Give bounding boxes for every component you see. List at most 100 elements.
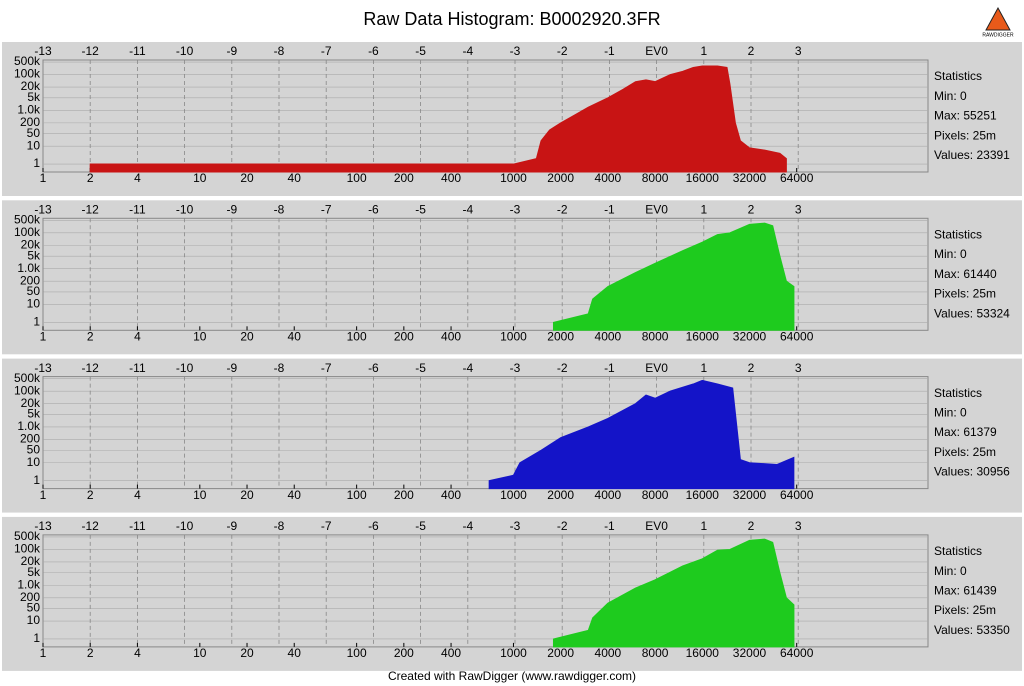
x-tick-label: 20 [240,646,254,660]
x2-tick-label: 2 [748,519,755,533]
y-tick-label: 200 [20,590,40,604]
x2-tick-label: EV0 [645,44,668,58]
x2-tick-label: -11 [129,202,146,216]
x2-tick-label: -9 [226,202,237,216]
x2-tick-label: -8 [274,202,285,216]
x2-tick-label: -1 [604,44,615,58]
x-tick-label: 40 [288,329,302,343]
x2-tick-label: -12 [82,519,100,533]
x-tick-label: 100 [347,329,367,343]
x2-tick-label: 1 [700,519,707,533]
plot-area [42,534,929,648]
x-tick-label: 100 [347,646,367,660]
y-tick-label: 100k [14,542,41,556]
x2-tick-label: -2 [557,361,568,375]
stats-line: Max: 61439 [934,583,997,597]
x-tick-label: 32000 [733,646,767,660]
x-tick-label: 10 [193,646,207,660]
y-tick-label: 1 [33,631,40,645]
y-tick-label: 1 [33,473,40,487]
x-tick-label: 4000 [595,488,622,502]
x2-tick-label: -13 [34,44,52,58]
y-tick-label: 50 [27,601,41,615]
x2-tick-label: -8 [274,361,285,375]
x2-tick-label: 2 [748,202,755,216]
stats-line: Max: 55251 [934,109,997,123]
x2-tick-label: -9 [226,519,237,533]
x-tick-label: 1000 [500,171,527,185]
x2-tick-label: -12 [82,361,100,375]
x-tick-label: 40 [288,646,302,660]
x2-tick-label: EV0 [645,519,668,533]
x2-tick-label: -13 [34,361,52,375]
y-tick-label: 1.0k [17,419,41,433]
x2-tick-label: -4 [462,519,473,533]
x-tick-label: 100 [347,171,367,185]
x-tick-label: 32000 [733,488,767,502]
y-tick-label: 50 [27,442,41,456]
x-tick-label: 2 [87,171,94,185]
x2-tick-label: -2 [557,202,568,216]
x-tick-label: 64000 [780,488,814,502]
x2-tick-label: -2 [557,519,568,533]
x-tick-label: 1000 [500,329,527,343]
logo-text: RAWDIGGER [982,32,1014,38]
y-tick-label: 200 [20,273,40,287]
plot-area [42,59,929,173]
x2-tick-label: -1 [604,519,615,533]
x-tick-label: 2 [87,329,94,343]
x2-tick-label: -5 [415,519,426,533]
x-tick-label: 1 [40,488,47,502]
y-tick-label: 1.0k [17,577,41,591]
y-tick-label: 10 [27,138,41,152]
y-tick-label: 20k [21,238,41,252]
x2-tick-label: -6 [368,519,379,533]
x2-tick-label: 1 [700,361,707,375]
x-tick-label: 4 [134,488,141,502]
x-tick-label: 16000 [686,171,720,185]
x-tick-label: 32000 [733,329,767,343]
x2-tick-label: -5 [415,361,426,375]
x-tick-label: 400 [441,329,461,343]
x-tick-label: 8000 [642,646,669,660]
y-tick-label: 5k [27,565,41,579]
x2-tick-label: -1 [604,361,615,375]
x2-tick-label: -5 [415,202,426,216]
x2-tick-label: -8 [274,44,285,58]
x2-tick-label: -10 [176,44,194,58]
x2-tick-label: 3 [795,202,802,216]
x2-tick-label: -11 [129,519,146,533]
x2-tick-label: -9 [226,361,237,375]
histogram-area [552,538,795,648]
x-tick-label: 10 [193,171,207,185]
x2-tick-label: -13 [34,202,52,216]
y-tick-label: 10 [27,613,41,627]
x2-tick-label: -10 [176,519,194,533]
x2-tick-label: -8 [274,519,285,533]
y-tick-label: 1.0k [17,103,41,117]
y-tick-label: 200 [20,432,40,446]
stats-line: Pixels: 25m [934,287,996,301]
x2-tick-label: -12 [82,202,100,216]
x-tick-label: 1000 [500,646,527,660]
stats-line: Pixels: 25m [934,603,996,617]
x2-tick-label: 3 [795,361,802,375]
y-tick-label: 50 [27,126,41,140]
x-tick-label: 2000 [547,488,574,502]
stats-line: Values: 53350 [934,623,1010,637]
x-tick-label: 200 [394,488,414,502]
x2-tick-label: EV0 [645,202,668,216]
y-tick-label: 20k [21,396,41,410]
stats-line: Statistics [934,386,982,400]
x2-tick-label: -3 [510,361,521,375]
x-tick-label: 20 [240,488,254,502]
x-tick-label: 200 [394,171,414,185]
x-tick-label: 2 [87,488,94,502]
x2-tick-label: -6 [368,44,379,58]
x-tick-label: 4 [134,329,141,343]
x-tick-label: 200 [394,329,414,343]
